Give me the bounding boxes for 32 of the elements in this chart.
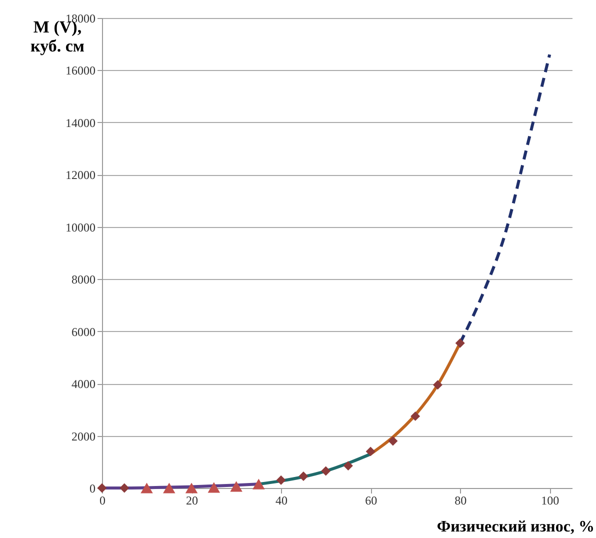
point (163, 482, 176, 494)
point (208, 482, 220, 493)
y-tick-label: 12000 (66, 168, 96, 182)
point (388, 436, 398, 446)
x-tick-label: 0 (100, 494, 106, 508)
y-tick-label: 8000 (72, 272, 96, 287)
point (252, 478, 265, 490)
x-tick-label: 60 (365, 494, 378, 508)
y-tick-label: 0 (90, 482, 96, 496)
point (230, 481, 242, 492)
point (185, 482, 198, 494)
y-tick-label: 16000 (66, 64, 96, 78)
point (276, 475, 286, 485)
point (298, 472, 308, 481)
point (432, 380, 442, 390)
point (321, 466, 331, 476)
x-axis-title: Физический износ, % (436, 518, 594, 536)
point (410, 411, 420, 421)
y-tick-label: 2000 (72, 429, 96, 444)
y-tick-label: 6000 (72, 324, 96, 339)
y-tick-label: 14000 (66, 116, 96, 130)
point (455, 338, 465, 348)
x-tick-label: 40 (276, 494, 288, 508)
x-tick-label: 20 (186, 494, 198, 508)
point (120, 483, 130, 493)
x-tick-label: 100 (541, 494, 560, 508)
y-tick-label: 4000 (72, 377, 96, 392)
point (366, 446, 376, 456)
x-tick-label: 80 (454, 494, 467, 508)
point (140, 482, 153, 494)
y-tick-label: 10000 (66, 220, 96, 234)
point (343, 461, 353, 471)
